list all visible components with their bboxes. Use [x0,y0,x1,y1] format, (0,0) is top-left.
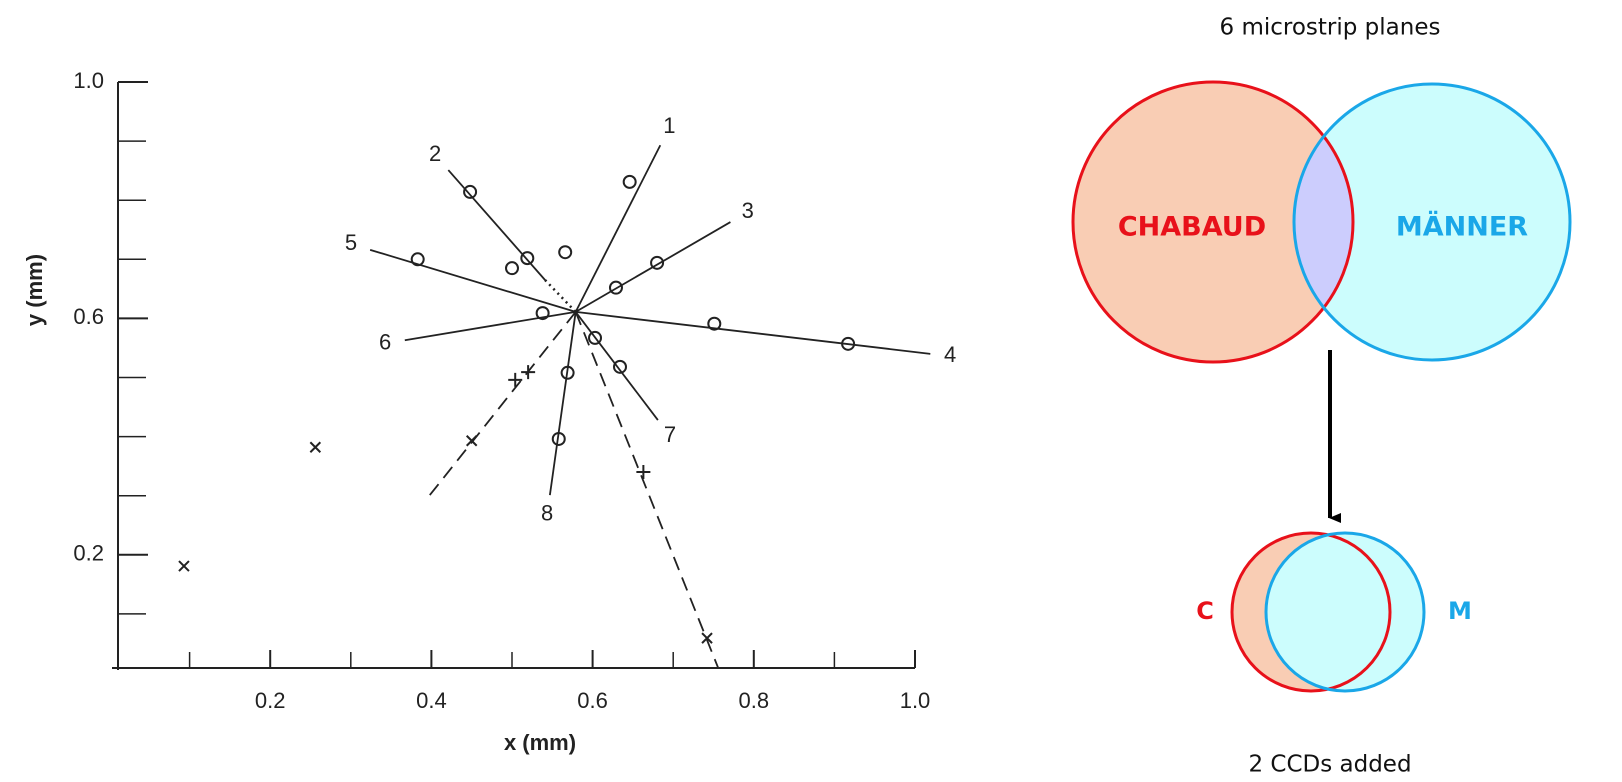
circle-point [535,306,550,321]
x-tick-label: 0.8 [739,688,770,713]
circle-point [650,255,665,270]
track-label: 7 [664,422,676,447]
chabaud-fill [1073,82,1353,362]
track [429,311,577,496]
track [369,248,576,313]
circle-point [560,365,575,380]
track [574,311,659,421]
cross-point [178,560,190,572]
plus-point [636,465,651,480]
track-label: 5 [345,230,357,255]
cross-point [465,435,478,447]
track-label: 8 [541,501,553,526]
manner-label: MÄNNER [1396,211,1528,243]
y-tick-label: 0.6 [73,304,104,329]
y-tick-label: 0.2 [73,541,104,566]
track [548,311,577,496]
x-tick-label: 0.4 [416,688,447,713]
diagram-title: 6 microstrip planes [1220,15,1441,41]
cross-point [309,441,322,453]
circle-point [588,330,603,345]
plus-point [521,365,536,380]
track [404,311,576,342]
diagram-caption: 2 CCDs added [1248,752,1411,778]
track-label: 2 [429,141,441,166]
circle-point [520,251,535,266]
plus-point [508,372,523,387]
m-circle [1264,531,1426,693]
circle-point [841,336,856,351]
circle-point [558,245,573,260]
manner-circle [1292,82,1572,362]
circle-point [410,252,425,267]
track [574,311,720,669]
track [574,144,662,313]
track-label: 6 [379,329,391,354]
x-tick-label: 0.2 [255,688,286,713]
y-tick-label: 1.0 [73,68,104,93]
track-label: 1 [663,113,675,138]
x-tick-label: 0.6 [577,688,608,713]
y-axis-label: y (mm) [22,254,47,326]
circle-point [505,261,519,276]
track-label: 4 [944,342,956,367]
track [544,279,577,313]
x-tick-label: 1.0 [900,688,931,713]
circle-point [608,280,623,295]
venn-diagram: 6 microstrip planes CHABAUD MÄNNER C M 2… [1071,15,1572,778]
circle-point [551,431,566,446]
plot: 0.2 0.6 1.0 0.2 0.4 0.6 0.8 1.0 x (mm) y (mm) 1 2 3 4… [22,68,956,755]
circle-point [622,174,637,189]
circle-point [613,359,628,374]
circle-point [707,316,722,331]
cross-point [701,632,713,644]
track-label: 3 [742,198,754,223]
circle-point [463,184,478,199]
chabaud-label: CHABAUD [1118,212,1266,243]
m-label: M [1448,597,1472,625]
track [575,311,931,355]
c-circle [1230,531,1392,693]
c-label: C [1196,597,1214,625]
x-axis-label: x (mm) [504,730,576,755]
chabaud-circle [1071,80,1355,364]
manner-fill [1294,84,1570,360]
